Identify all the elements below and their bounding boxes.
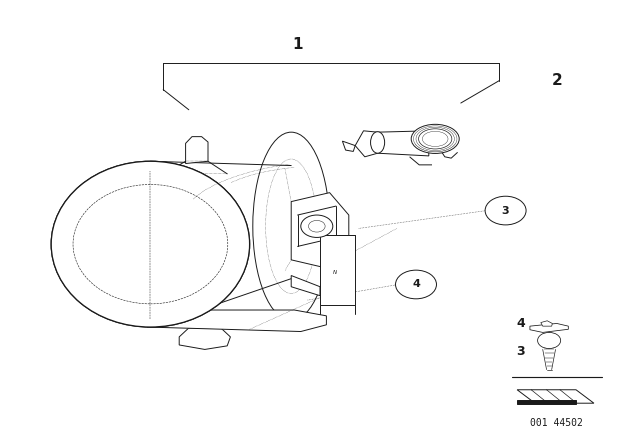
- Polygon shape: [378, 131, 429, 156]
- Text: 3: 3: [502, 206, 509, 215]
- Circle shape: [396, 270, 436, 299]
- Polygon shape: [530, 323, 568, 332]
- Text: 001 44502: 001 44502: [531, 418, 583, 428]
- Text: N: N: [333, 270, 337, 275]
- Polygon shape: [517, 390, 594, 403]
- Circle shape: [538, 332, 561, 349]
- Polygon shape: [342, 141, 355, 151]
- Polygon shape: [291, 276, 320, 296]
- Ellipse shape: [51, 161, 250, 327]
- Ellipse shape: [371, 132, 385, 153]
- Text: 2: 2: [552, 73, 562, 88]
- Polygon shape: [179, 328, 230, 349]
- Text: 4: 4: [412, 280, 420, 289]
- Polygon shape: [93, 278, 147, 318]
- Text: 1: 1: [292, 37, 303, 52]
- Polygon shape: [186, 137, 208, 164]
- Polygon shape: [355, 131, 378, 157]
- Polygon shape: [541, 321, 552, 326]
- Polygon shape: [147, 310, 326, 332]
- Polygon shape: [291, 193, 349, 269]
- Polygon shape: [157, 141, 317, 327]
- Text: 3: 3: [516, 345, 525, 358]
- Ellipse shape: [412, 125, 460, 154]
- Circle shape: [485, 196, 526, 225]
- Polygon shape: [326, 264, 344, 280]
- Bar: [320, 235, 355, 305]
- Polygon shape: [517, 400, 576, 404]
- Text: 4: 4: [516, 317, 525, 330]
- Ellipse shape: [419, 129, 452, 149]
- Circle shape: [301, 215, 333, 237]
